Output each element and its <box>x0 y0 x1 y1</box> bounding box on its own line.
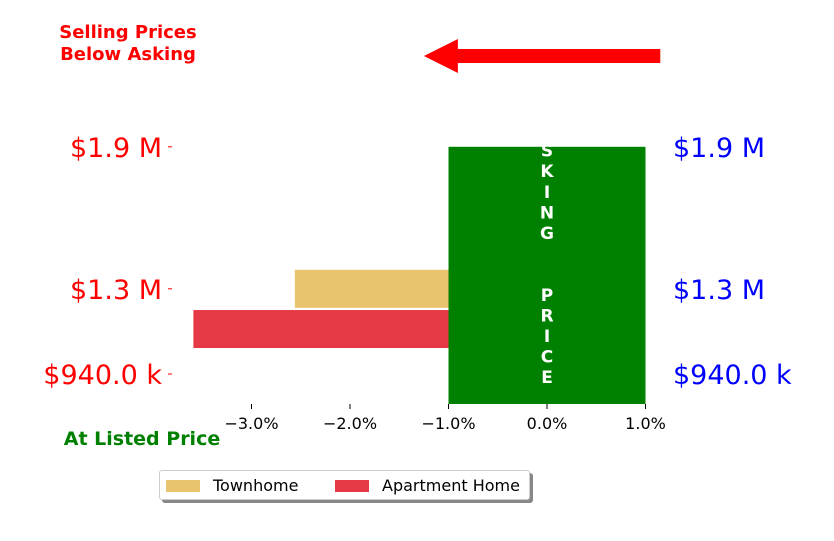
right-tick-label: $1.9 M <box>673 133 765 164</box>
legend-swatch-apartment <box>335 479 369 492</box>
below-asking-title-line-2: Below Asking <box>60 44 196 65</box>
right-tick-label: $940.0 k <box>673 360 792 391</box>
left-axis: $940.0 k $1.3 M $1.9 M <box>43 133 172 391</box>
right-tick-label: $1.3 M <box>673 275 765 306</box>
right-axis: $940.0 k $1.3 M $1.9 M <box>673 133 792 391</box>
x-tick-label: 0.0% <box>527 414 568 433</box>
bar-apartment-home <box>193 310 449 349</box>
left-tick-label: $1.3 M <box>70 275 162 306</box>
asking-price-box <box>448 146 646 404</box>
bars-layer <box>193 269 449 349</box>
x-tick-label: −2.0% <box>323 414 377 433</box>
legend-item-townhome: Townhome <box>166 476 298 495</box>
at-listed-price-label: At Listed Price <box>64 428 220 450</box>
below-asking-title-line-1: Selling Prices <box>59 22 196 43</box>
left-tick-label: $940.0 k <box>43 360 162 391</box>
legend-swatch-townhome <box>166 479 200 492</box>
x-tick-label: −1.0% <box>421 414 475 433</box>
left-tick-label: $1.9 M <box>70 133 162 164</box>
legend-label-townhome: Townhome <box>213 476 299 495</box>
legend-item-apartment: Apartment Home <box>335 476 520 495</box>
x-tick-label: −3.0% <box>224 414 278 433</box>
legend-label-apartment: Apartment Home <box>382 476 520 495</box>
bar-townhome <box>294 269 449 308</box>
x-tick-label: 1.0% <box>625 414 666 433</box>
left-arrow-icon <box>423 39 661 73</box>
chart-legend: Townhome Apartment Home <box>159 470 530 500</box>
x-axis: −3.0% −2.0% −1.0% 0.0% 1.0% <box>224 404 666 433</box>
